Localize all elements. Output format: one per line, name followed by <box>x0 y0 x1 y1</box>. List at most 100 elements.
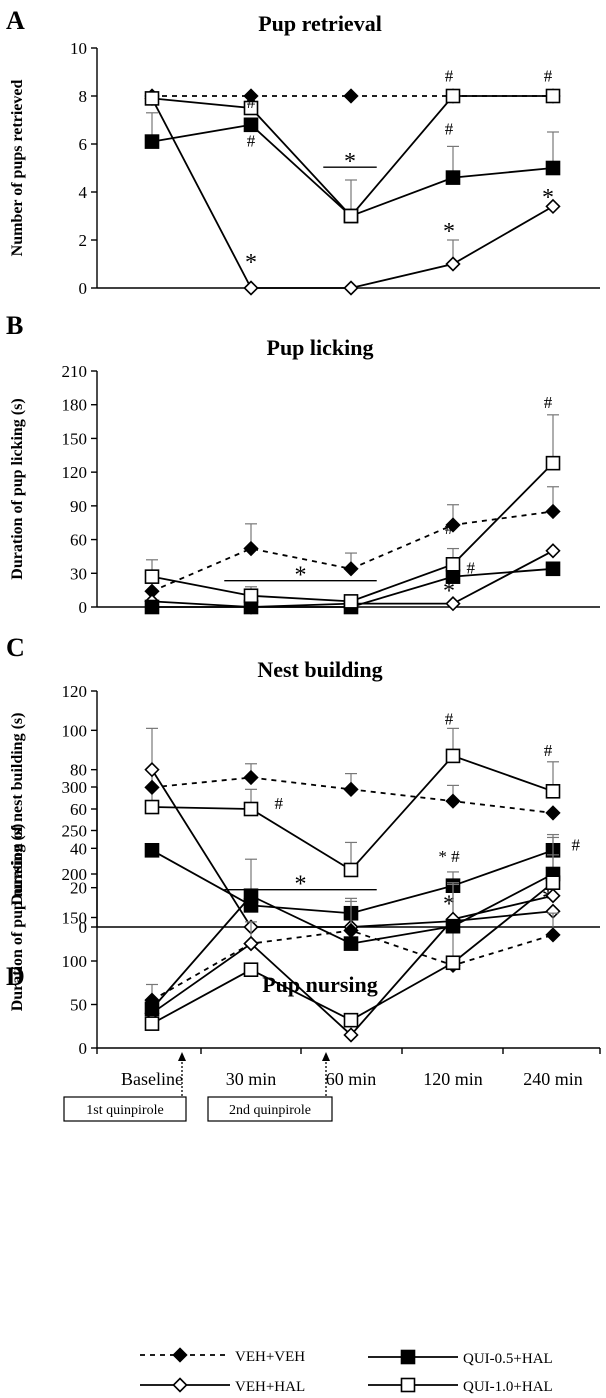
treatment-markers: 1st quinpirole 2nd quinpirole <box>63 1052 333 1122</box>
significance-mark: # <box>247 131 256 150</box>
point-qui10_hal <box>144 1016 160 1031</box>
legend: VEH+VEH VEH+HAL QUI-0.5+HAL QUI-1.0+HAL <box>140 1347 553 1395</box>
point-veh_hal <box>243 935 259 952</box>
point-veh_hal <box>445 595 461 612</box>
y-tick-label: 90 <box>70 497 87 516</box>
y-tick-label: 100 <box>62 952 88 971</box>
point-veh_veh <box>545 805 561 821</box>
panel-title: Nest building <box>257 657 382 682</box>
point-qui10_hal <box>445 748 461 764</box>
point-veh_veh <box>545 503 561 520</box>
point-veh_veh <box>343 561 359 577</box>
point-qui10_hal <box>343 208 359 224</box>
panel-title: Pup licking <box>267 335 374 360</box>
significance-mark: # <box>467 558 476 577</box>
point-qui10_hal <box>545 783 561 799</box>
significance-mark: * <box>443 891 455 917</box>
point-veh_hal <box>144 762 160 778</box>
y-tick-label: 60 <box>70 531 87 550</box>
point-qui05_hal <box>445 918 461 934</box>
legend-item-veh_hal: VEH+HAL <box>140 1377 305 1395</box>
panel-c: C Nest building 0 20 40 60 80 100 120 Duration of… <box>6 633 600 937</box>
x-tick-label: 120 min <box>423 1069 483 1089</box>
y-tick-label: 0 <box>79 598 88 617</box>
point-veh_veh <box>243 769 259 786</box>
significance-mark: * <box>443 219 455 245</box>
point-qui10_hal <box>343 1012 359 1028</box>
legend-item-veh_veh: VEH+VEH <box>140 1347 305 1365</box>
point-qui10_hal <box>343 862 359 878</box>
point-qui10_hal <box>445 955 461 971</box>
y-axis-label: Duration of nest building (s) <box>9 713 26 906</box>
point-qui10_hal <box>545 88 561 104</box>
x-tick-label: 30 min <box>226 1069 277 1089</box>
significance-mark: * <box>443 578 455 604</box>
point-qui05_hal <box>545 160 561 176</box>
x-tick-label: 60 min <box>326 1069 377 1089</box>
y-tick-label: 30 <box>70 564 87 583</box>
point-qui10_hal <box>144 799 160 815</box>
y-tick-label: 250 <box>62 822 88 841</box>
legend-item-qui05_hal: QUI-0.5+HAL <box>368 1349 553 1367</box>
arrow-head <box>322 1052 330 1061</box>
point-veh_veh <box>545 927 561 943</box>
significance-mark: * <box>295 872 307 898</box>
point-veh_hal <box>545 888 561 904</box>
point-qui10_hal <box>243 588 259 604</box>
y-tick-label: 6 <box>79 135 88 154</box>
y-tick-label: 2 <box>79 231 88 250</box>
y-tick-label: 300 <box>62 778 88 797</box>
y-tick-label: 20 <box>70 879 87 898</box>
series-line-veh_veh <box>151 510 554 593</box>
significance-mark: # <box>247 93 256 112</box>
legend-label: VEH+HAL <box>235 1379 305 1395</box>
point-veh_hal <box>545 543 561 559</box>
x-tick-label: Baseline <box>121 1069 183 1089</box>
point-qui10_hal <box>243 962 259 978</box>
point-qui05_hal <box>545 561 561 577</box>
legend-label: QUI-1.0+HAL <box>463 1379 553 1395</box>
x-categories: Baseline 30 min 60 min 120 min 240 min <box>121 1069 583 1089</box>
point-qui05_hal <box>445 170 461 185</box>
y-tick-label: 210 <box>62 362 88 381</box>
point-veh_veh <box>243 540 259 557</box>
point-qui05_hal <box>144 134 160 149</box>
significance-mark: # <box>544 67 553 86</box>
arrow-label-box <box>207 1096 333 1122</box>
point-qui05_hal <box>144 599 160 615</box>
panel-b: B Pup licking 0 30 60 90 120 150 180 210 Duration … <box>6 311 600 617</box>
significance-mark: * <box>542 185 554 211</box>
y-tick-label: 60 <box>70 800 87 819</box>
panel-letter: B <box>6 311 23 340</box>
legend-item-qui10_hal: QUI-1.0+HAL <box>368 1377 553 1395</box>
significance-mark: # <box>445 709 454 728</box>
legend-label: VEH+VEH <box>235 1349 305 1365</box>
legend-marker <box>400 1377 416 1393</box>
point-qui10_hal <box>144 569 160 584</box>
point-qui10_hal <box>445 88 461 104</box>
point-qui05_hal <box>144 1001 160 1017</box>
y-axis-label: Duration of pup nursing (s) <box>9 824 26 1012</box>
point-qui10_hal <box>545 875 561 891</box>
point-veh_veh <box>445 793 461 809</box>
series-line-qui05_hal <box>151 849 554 915</box>
panel-letter: D <box>6 962 25 991</box>
significance-mark: * # <box>438 847 460 866</box>
y-tick-label: 10 <box>70 39 87 58</box>
point-veh_hal <box>343 280 359 296</box>
point-qui05_hal <box>144 842 160 858</box>
significance-mark: # <box>445 519 454 538</box>
y-tick-label: 180 <box>62 396 88 415</box>
y-tick-label: 120 <box>62 682 88 701</box>
y-tick-label: 40 <box>70 839 87 858</box>
point-qui10_hal <box>545 455 561 471</box>
point-veh_veh <box>144 779 160 795</box>
legend-marker <box>172 1377 188 1393</box>
point-veh_hal <box>445 256 461 272</box>
point-veh_veh <box>343 88 359 104</box>
significance-mark: # <box>445 67 454 86</box>
y-tick-label: 150 <box>62 909 88 928</box>
y-tick-label: 200 <box>62 865 88 884</box>
